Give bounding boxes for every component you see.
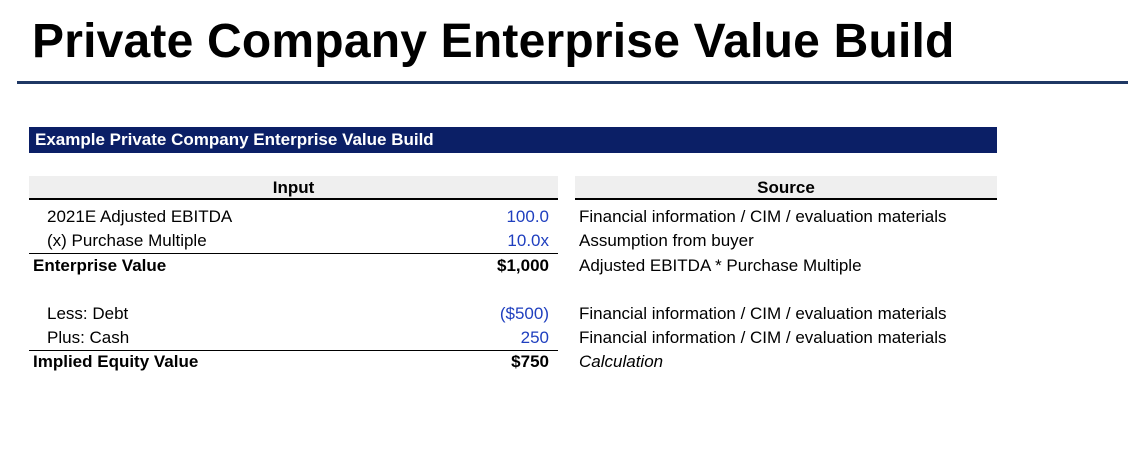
row-value: 100.0 [506, 207, 549, 226]
table-row: (x) Purchase Multiple 10.0x Assumption f… [0, 229, 1129, 253]
source-column-header: Source [575, 176, 997, 200]
row-value: 10.0x [507, 231, 549, 250]
table-row-total: Enterprise Value $1,000 Adjusted EBITDA … [0, 254, 1129, 278]
input-column-header: Input [29, 176, 558, 200]
row-label: 2021E Adjusted EBITDA [47, 207, 233, 226]
row-source: Calculation [579, 352, 664, 371]
table-banner: Example Private Company Enterprise Value… [29, 127, 997, 153]
row-label: (x) Purchase Multiple [47, 231, 207, 250]
row-value: 250 [520, 328, 549, 347]
row-label: Plus: Cash [47, 328, 130, 347]
subtotal-divider [29, 350, 558, 351]
row-value: $750 [511, 352, 549, 371]
row-source: Financial information / CIM / evaluation… [579, 207, 947, 226]
table-row-total: Implied Equity Value $750 Calculation [0, 350, 1129, 374]
table-row: 2021E Adjusted EBITDA 100.0 Financial in… [0, 205, 1129, 229]
table-row: Less: Debt ($500) Financial information … [0, 302, 1129, 326]
row-value: $1,000 [497, 256, 549, 275]
row-source: Assumption from buyer [579, 231, 754, 250]
row-label: Less: Debt [47, 304, 129, 323]
title-divider [17, 81, 1128, 84]
subtotal-divider [29, 253, 558, 254]
row-value: ($500) [499, 304, 549, 323]
row-label: Enterprise Value [33, 256, 167, 275]
table-row: Plus: Cash 250 Financial information / C… [0, 326, 1129, 350]
row-label: Implied Equity Value [33, 352, 199, 371]
row-source: Adjusted EBITDA * Purchase Multiple [579, 256, 862, 275]
row-source: Financial information / CIM / evaluation… [579, 304, 947, 323]
row-source: Financial information / CIM / evaluation… [579, 328, 947, 347]
page-title: Private Company Enterprise Value Build [32, 15, 955, 68]
